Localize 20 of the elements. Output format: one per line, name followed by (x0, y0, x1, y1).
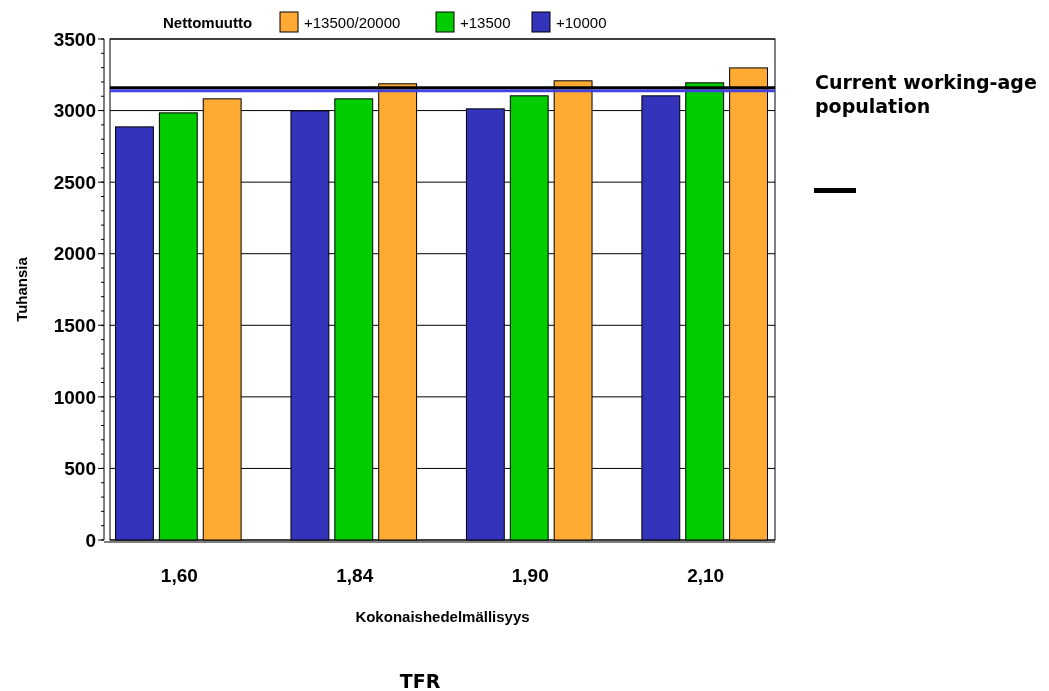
legend-title: Nettomuutto (163, 14, 253, 31)
legend-label: +10000 (556, 14, 607, 31)
x-tick-label: 1,84 (336, 565, 374, 586)
y-tick-label: 1000 (53, 386, 96, 408)
y-tick-label: 500 (64, 458, 96, 480)
y-tick-label: 3000 (53, 100, 96, 122)
legend-label: +13500 (460, 14, 511, 31)
y-tick-label: 0 (85, 529, 96, 551)
y-tick-label: 1500 (53, 314, 96, 336)
y-tick-label: 3500 (53, 28, 96, 50)
y-tick-label: 2000 (53, 243, 96, 265)
x-tick-label: 2,10 (687, 565, 725, 586)
text: TFR (399, 670, 441, 691)
y-tick-label: 2500 (53, 171, 96, 193)
ref-line-label: Current working-age population (815, 71, 1037, 117)
y-axis-title: Tuhansia (13, 256, 30, 322)
x-axis-title: Kokonaishedelmällisyys (355, 608, 530, 625)
x-tick-label: 1,60 (160, 565, 198, 586)
x-tick-label: 1,90 (511, 565, 549, 586)
legend-label: +13500/20000 (304, 14, 401, 31)
